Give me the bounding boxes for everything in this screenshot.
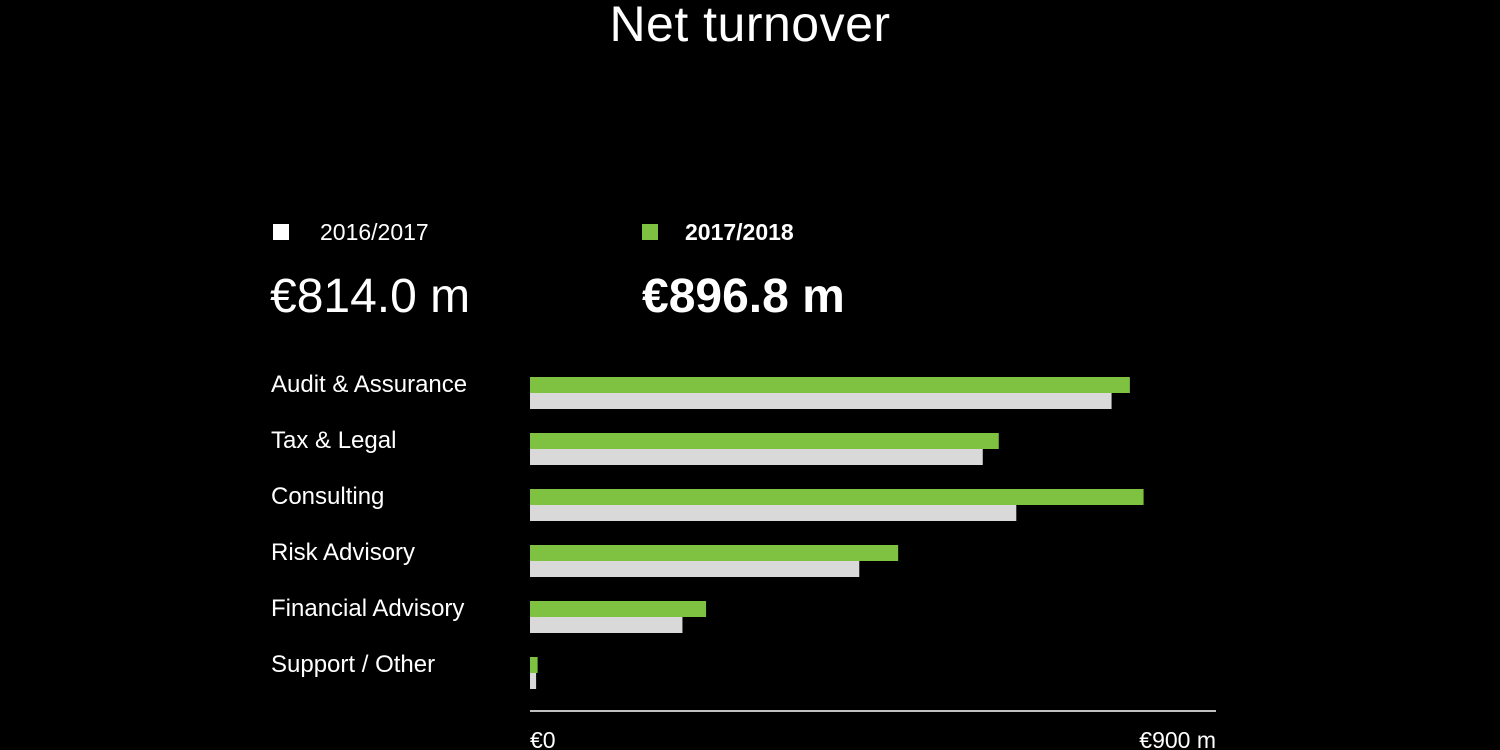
category-label-tax-legal: Tax & Legal [271, 427, 396, 454]
bar-audit-assurance-2017-2018 [530, 377, 1130, 393]
x-tick-label-min: €0 [530, 727, 556, 750]
bar-risk-advisory-2016-2017 [530, 561, 860, 577]
bar-audit-assurance-2016-2017 [530, 393, 1112, 409]
bar-tax-legal-2016-2017 [530, 449, 983, 465]
bar-support-other-2016-2017 [530, 673, 537, 689]
legend-swatch-2017-2018 [642, 224, 658, 240]
bar-financial-advisory-2016-2017 [530, 617, 683, 633]
bar-tax-legal-2017-2018 [530, 433, 999, 449]
legend-item-2016-2017: 2016/2017 [273, 218, 429, 246]
legend-item-2017-2018: 2017/2018 [642, 218, 794, 246]
bar-consulting-2016-2017 [530, 505, 1017, 521]
category-label-audit-assurance: Audit & Assurance [271, 371, 467, 398]
category-label-support-other: Support / Other [271, 651, 435, 678]
total-2017-2018: €896.8 m [642, 270, 845, 323]
bar-financial-advisory-2017-2018 [530, 601, 707, 617]
x-tick-label-max: €900 m [1139, 727, 1216, 750]
bar-consulting-2017-2018 [530, 489, 1144, 505]
category-label-risk-advisory: Risk Advisory [271, 539, 415, 566]
legend-label-2016-2017: 2016/2017 [320, 219, 429, 245]
category-label-financial-advisory: Financial Advisory [271, 595, 464, 622]
bar-support-other-2017-2018 [530, 657, 538, 673]
legend-swatch-2016-2017 [273, 224, 289, 240]
bar-risk-advisory-2017-2018 [530, 545, 899, 561]
chart-title: Net turnover [609, 0, 891, 52]
total-2016-2017: €814.0 m [270, 270, 471, 323]
legend-label-2017-2018: 2017/2018 [685, 219, 794, 245]
category-label-consulting: Consulting [271, 483, 384, 510]
